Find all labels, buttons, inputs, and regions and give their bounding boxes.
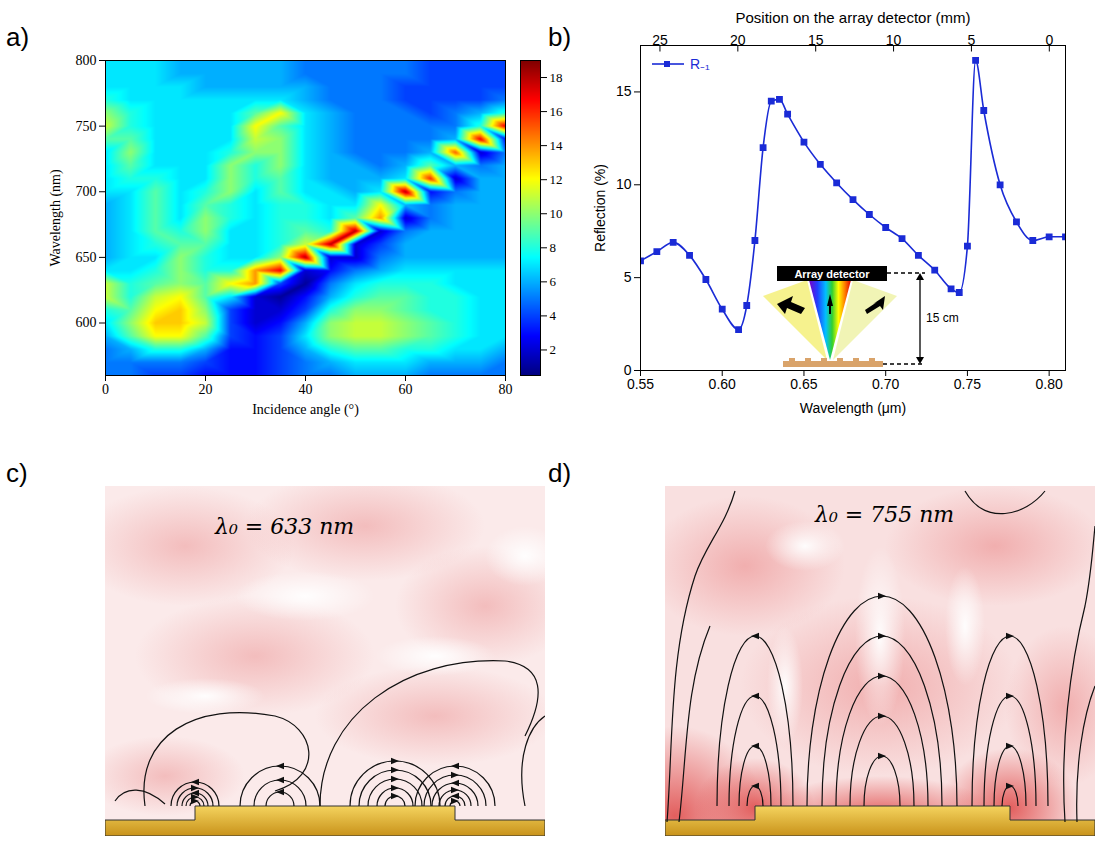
html-text:d): d) <box>548 458 572 488</box>
html-text:c): c) <box>6 458 28 488</box>
svg-text:0.75: 0.75 <box>954 376 981 392</box>
svg-text:5: 5 <box>624 269 632 285</box>
svg-text:Wavelength (nm): Wavelength (nm) <box>48 169 64 267</box>
svg-text:6: 6 <box>550 274 557 289</box>
svg-text:20: 20 <box>199 382 213 397</box>
svg-text:18: 18 <box>550 70 563 85</box>
svg-text:Reflection (%): Reflection (%) <box>592 164 608 252</box>
svg-text:80: 80 <box>499 382 513 397</box>
html-text:b): b) <box>548 22 572 52</box>
svg-text:0.80: 0.80 <box>1036 376 1063 392</box>
svg-text:0: 0 <box>623 362 632 378</box>
svg-text:10: 10 <box>550 206 563 221</box>
svg-text:15: 15 <box>616 83 632 99</box>
svg-text:20: 20 <box>730 32 746 48</box>
svg-text:λ₀ = 633 nm: λ₀ = 633 nm <box>214 514 354 539</box>
svg-text:14: 14 <box>550 138 564 153</box>
svg-text:4: 4 <box>550 308 557 323</box>
svg-text:40: 40 <box>299 382 313 397</box>
svg-text:5: 5 <box>968 32 976 48</box>
svg-text:0.60: 0.60 <box>709 376 736 392</box>
svg-text:800: 800 <box>76 53 97 68</box>
svg-text:600: 600 <box>76 315 97 330</box>
svg-text:R₋₁: R₋₁ <box>690 56 710 72</box>
svg-text:700: 700 <box>76 184 97 199</box>
svg-text:Incidence angle (°): Incidence angle (°) <box>252 402 359 418</box>
svg-text:750: 750 <box>76 119 97 134</box>
svg-text:0.55: 0.55 <box>627 376 654 392</box>
svg-text:0.65: 0.65 <box>790 376 817 392</box>
svg-text:λ₀ = 755 nm: λ₀ = 755 nm <box>814 502 954 527</box>
svg-text:8: 8 <box>550 240 557 255</box>
svg-text:10: 10 <box>886 32 902 48</box>
svg-text:Wavelength (μm): Wavelength (μm) <box>800 400 906 416</box>
svg-text:10: 10 <box>616 176 632 192</box>
svg-text:0.70: 0.70 <box>872 376 899 392</box>
html-text:a): a) <box>6 22 30 52</box>
svg-text:2: 2 <box>550 342 557 357</box>
svg-text:60: 60 <box>399 382 413 397</box>
svg-text:16: 16 <box>550 104 564 119</box>
svg-text:0: 0 <box>1045 32 1053 48</box>
svg-text:15: 15 <box>808 32 824 48</box>
svg-text:0: 0 <box>102 382 109 397</box>
svg-text:12: 12 <box>550 172 563 187</box>
svg-text:Position on the array detector: Position on the array detector (mm) <box>735 9 970 26</box>
svg-text:650: 650 <box>76 250 97 265</box>
svg-text:15 cm: 15 cm <box>926 311 959 325</box>
svg-text:Array detector: Array detector <box>794 268 870 280</box>
svg-text:25: 25 <box>652 32 668 48</box>
